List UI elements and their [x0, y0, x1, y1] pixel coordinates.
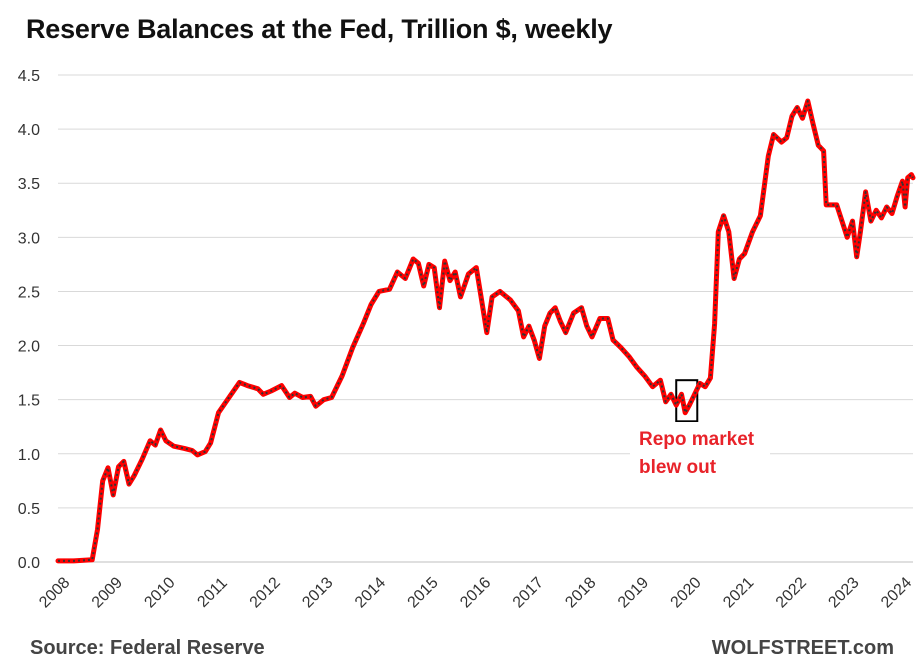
y-tick-label: 1.0	[18, 447, 40, 464]
y-tick-label: 2.5	[18, 284, 40, 301]
x-tick-label: 2013	[299, 574, 336, 611]
x-tick-label: 2008	[36, 574, 73, 611]
x-axis: 2008 2009 2010 2011 2012 2013 2014 2015 2016 2017…	[36, 561, 915, 611]
y-axis: 0.0 0.5 1.0 1.5 2.0 2.5 3.0 3.5 4.0 4.5	[18, 68, 40, 572]
y-tick-label: 4.5	[18, 68, 40, 85]
y-tick-label: 0.0	[18, 555, 40, 572]
annotation-background	[630, 422, 770, 484]
repo-annotation: Repo market blew out	[630, 379, 770, 484]
x-tick-label: 2009	[89, 574, 126, 611]
x-tick-label: 2017	[510, 574, 547, 611]
x-tick-label: 2024	[878, 574, 915, 611]
x-tick-label: 2018	[562, 574, 599, 611]
x-tick-label: 2012	[247, 574, 284, 611]
x-tick-label: 2023	[825, 574, 862, 611]
x-tick-label: 2014	[352, 574, 389, 611]
series-line	[55, 98, 916, 564]
series-group	[55, 98, 916, 564]
x-tick-label: 2011	[194, 575, 230, 611]
source-note: Source: Federal Reserve	[30, 637, 265, 659]
x-tick-label: 2022	[773, 574, 810, 611]
y-tick-label: 3.0	[18, 230, 40, 247]
x-tick-label: 2015	[405, 574, 442, 611]
annotation-text: Repo market	[639, 429, 755, 450]
y-tick-label: 0.5	[18, 501, 40, 518]
x-tick-label: 2010	[141, 574, 178, 611]
y-tick-label: 1.5	[18, 393, 40, 410]
x-tick-label: 2019	[615, 574, 652, 611]
y-tick-label: 3.5	[18, 176, 40, 193]
x-tick-label: 2021	[720, 574, 757, 611]
line-chart: 0.00.51.01.52.02.53.03.54.04.5 2008 2009 2…	[18, 68, 916, 611]
chart-title: Reserve Balances at the Fed, Trillion $,…	[26, 14, 613, 44]
y-tick-label: 2.0	[18, 339, 40, 356]
annotation-text: blew out	[639, 457, 717, 478]
x-tick-label: 2016	[457, 574, 494, 611]
brand-label: WOLFSTREET.com	[711, 637, 894, 659]
x-tick-label: 2020	[668, 574, 705, 611]
y-tick-label: 4.0	[18, 122, 40, 139]
